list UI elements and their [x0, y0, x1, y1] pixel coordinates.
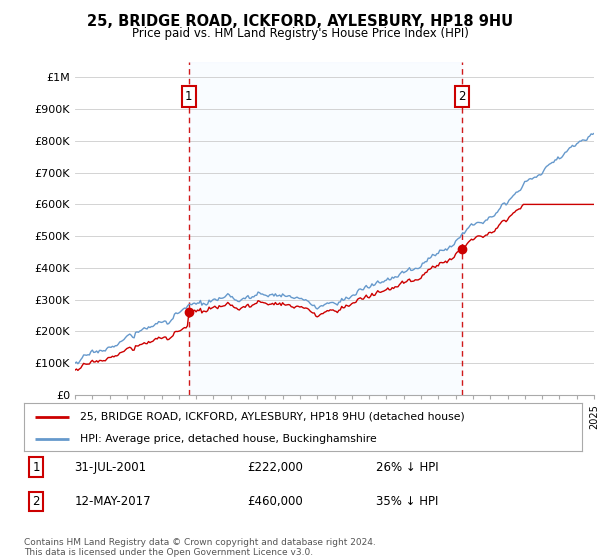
- Text: £460,000: £460,000: [247, 495, 303, 508]
- Text: £222,000: £222,000: [247, 461, 303, 474]
- Text: Contains HM Land Registry data © Crown copyright and database right 2024.
This d: Contains HM Land Registry data © Crown c…: [24, 538, 376, 557]
- Text: 12-MAY-2017: 12-MAY-2017: [74, 495, 151, 508]
- Text: 1: 1: [185, 90, 193, 103]
- Text: 31-JUL-2001: 31-JUL-2001: [74, 461, 146, 474]
- Text: 2: 2: [458, 90, 466, 103]
- Text: 26% ↓ HPI: 26% ↓ HPI: [376, 461, 438, 474]
- Text: Price paid vs. HM Land Registry's House Price Index (HPI): Price paid vs. HM Land Registry's House …: [131, 27, 469, 40]
- Bar: [189, 62, 462, 395]
- Text: 25, BRIDGE ROAD, ICKFORD, AYLESBURY, HP18 9HU: 25, BRIDGE ROAD, ICKFORD, AYLESBURY, HP1…: [87, 14, 513, 29]
- Text: 1: 1: [32, 461, 40, 474]
- Text: 2: 2: [32, 495, 40, 508]
- Text: 35% ↓ HPI: 35% ↓ HPI: [376, 495, 438, 508]
- Text: 25, BRIDGE ROAD, ICKFORD, AYLESBURY, HP18 9HU (detached house): 25, BRIDGE ROAD, ICKFORD, AYLESBURY, HP1…: [80, 412, 464, 422]
- Text: HPI: Average price, detached house, Buckinghamshire: HPI: Average price, detached house, Buck…: [80, 434, 377, 444]
